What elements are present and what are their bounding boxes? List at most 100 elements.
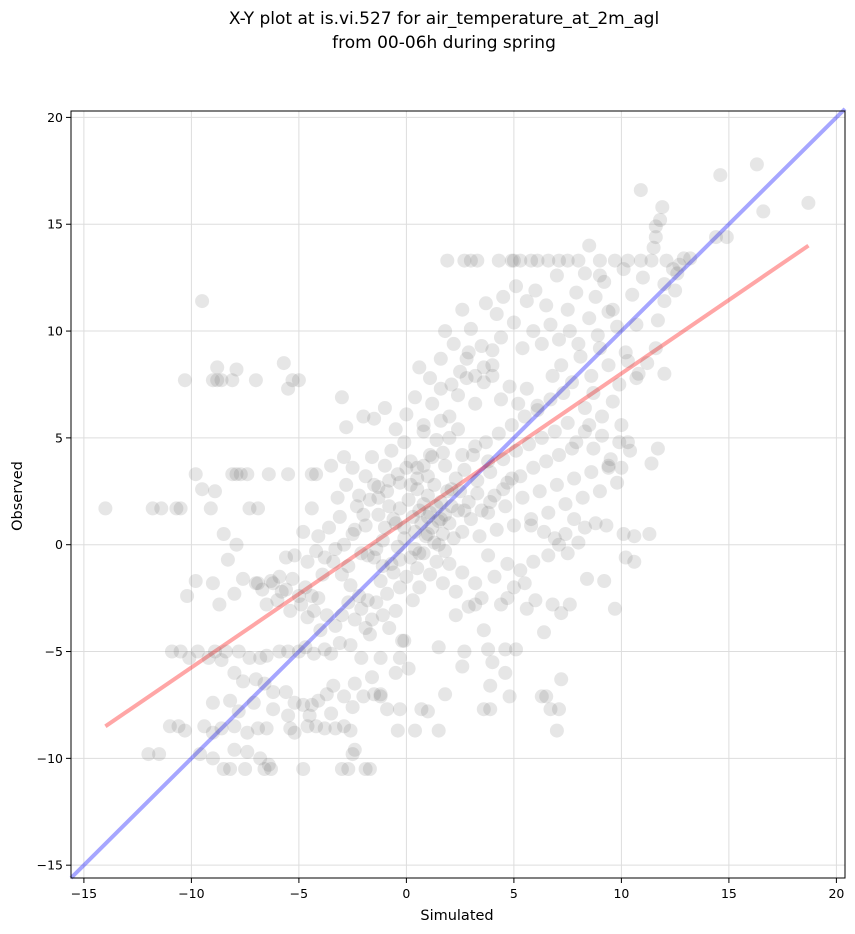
scatter-point [354,546,369,561]
scatter-point [435,576,450,591]
scatter-point [485,343,500,358]
scatter-point [358,469,373,484]
scatter-point [324,646,339,661]
scatter-point [341,762,356,776]
scatter-point [162,719,177,734]
scatter-point [713,168,728,183]
scatter-point [560,546,575,561]
scatter-point [377,401,392,415]
scatter-point [476,623,491,638]
scatter-point [231,644,246,659]
scatter-point [541,548,556,563]
x-tick-label: −5 [290,886,308,901]
scatter-point [216,762,231,776]
scatter-point [487,488,502,503]
scatter-point [229,467,244,482]
y-tick-label: −5 [45,644,63,659]
grid-lines [71,111,845,878]
scatter-point [306,603,321,618]
scatter-point [659,253,674,268]
scatter-point [214,373,229,388]
scatter-point [347,742,362,757]
scatter-point [438,507,453,522]
scatter-point [281,644,296,659]
scatter-point [623,443,637,458]
scatter-point [371,507,386,522]
scatter-point [629,317,644,332]
scatter-point [539,689,554,704]
scatter-point [408,723,422,738]
scatter-point [601,458,616,473]
scatter-point [401,492,416,507]
scatter-point [274,584,289,599]
scatter-point [384,556,399,571]
scatter-point [582,311,597,326]
scatter-point [543,702,558,717]
scatter-point [240,467,255,482]
scatter-point [485,368,500,383]
scatter-point [367,477,382,492]
scatter-point [367,411,382,426]
one-to-one-line [69,107,847,880]
scatter-point [595,409,609,424]
scatter-point [425,450,440,465]
scatter-point [601,460,616,475]
scatter-point [412,546,427,561]
scatter-point [483,678,498,693]
scatter-point [315,567,330,582]
scatter-point [188,467,203,482]
scatter-point [474,503,489,518]
scatter-point [627,554,642,569]
scatter-point [552,702,566,717]
scatter-point [543,392,558,407]
scatter-point [358,518,373,533]
scatter-point [517,576,532,591]
scatter-point [494,330,508,345]
scatter-point [524,518,539,533]
scatter-point [337,689,351,704]
scatter-point [304,697,319,712]
scatter-point [238,762,253,776]
scatter-point [494,392,508,407]
scatter-point [672,257,687,272]
scatter-point [472,529,487,544]
scatter-point [539,454,554,469]
scatter-point [446,531,461,546]
scatter-point [216,527,231,541]
scatter-point [236,674,250,689]
scatter-point [646,240,661,255]
scatter-point [326,678,341,693]
scatter-point [577,520,592,535]
y-tick-label: 10 [47,324,63,339]
chart-title-line-1: X-Y plot at is.vi.527 for air_temperatur… [229,9,659,29]
scatter-point [429,433,444,447]
x-tick-label: 10 [613,886,629,901]
scatter-point [640,356,655,371]
scatter-point [272,644,287,659]
scatter-point [173,644,188,659]
scatter-point [337,719,351,734]
scatter-point [345,527,360,541]
scatter-point [399,407,414,422]
x-tick-label: −15 [71,886,97,901]
scatter-point [264,574,278,588]
scatter-point [801,195,816,210]
scatter-point [392,580,407,595]
scatter-point [369,542,384,556]
scatter-point [399,569,414,584]
scatter-point [392,552,407,567]
scatter-point [300,719,315,734]
scatter-point [595,428,609,443]
scatter-point [382,473,397,488]
scatter-point [528,283,543,298]
scatter-point [524,253,539,268]
scatter-point [313,623,328,638]
scatter-point [242,650,257,665]
scatter-point [614,460,629,475]
scatter-point [248,373,263,388]
scatter-point [616,262,631,277]
scatter-point [253,751,268,766]
scatter-point [227,586,242,601]
scatter-point [420,509,435,524]
scatter-point [466,448,480,462]
